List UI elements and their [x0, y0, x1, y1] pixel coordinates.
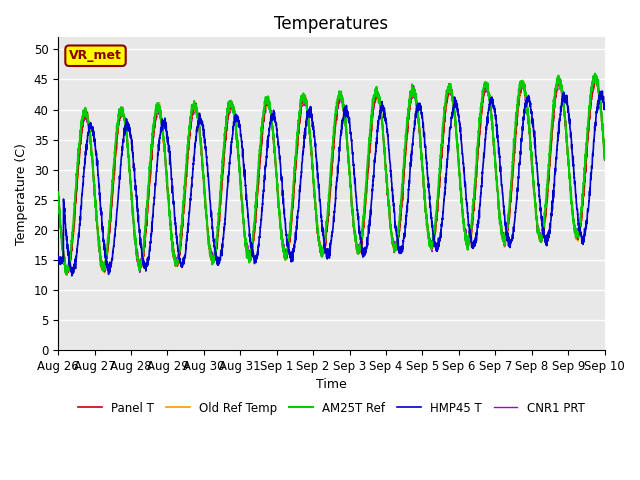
- HMP45 T: [293, 218, 301, 224]
- HMP45 T: [598, 88, 606, 94]
- Panel T: [124, 150, 132, 156]
- CNR1 PRT: [54, 188, 62, 193]
- HMP45 T: [601, 106, 609, 112]
- CNR1 PRT: [63, 271, 71, 276]
- HMP45 T: [124, 126, 132, 132]
- AM25T Ref: [63, 272, 70, 278]
- AM25T Ref: [298, 98, 305, 104]
- X-axis label: Time: Time: [316, 379, 347, 392]
- Old Ref Temp: [601, 154, 609, 160]
- Panel T: [593, 73, 600, 79]
- Old Ref Temp: [124, 148, 132, 154]
- CNR1 PRT: [406, 109, 413, 115]
- AM25T Ref: [293, 138, 301, 144]
- Panel T: [601, 155, 609, 161]
- Old Ref Temp: [293, 149, 301, 155]
- HMP45 T: [68, 273, 76, 279]
- Line: Panel T: Panel T: [58, 76, 605, 273]
- Y-axis label: Temperature (C): Temperature (C): [15, 143, 28, 245]
- Line: AM25T Ref: AM25T Ref: [58, 73, 605, 275]
- AM25T Ref: [591, 71, 598, 76]
- AM25T Ref: [54, 189, 62, 195]
- Old Ref Temp: [100, 270, 108, 276]
- AM25T Ref: [340, 108, 348, 114]
- Line: HMP45 T: HMP45 T: [58, 91, 605, 276]
- CNR1 PRT: [293, 148, 301, 154]
- Old Ref Temp: [429, 238, 437, 244]
- Panel T: [54, 190, 62, 196]
- HMP45 T: [340, 111, 348, 117]
- CNR1 PRT: [298, 102, 305, 108]
- Old Ref Temp: [54, 192, 62, 197]
- CNR1 PRT: [593, 74, 600, 80]
- Old Ref Temp: [298, 99, 305, 105]
- Text: VR_met: VR_met: [69, 49, 122, 62]
- Panel T: [62, 270, 70, 276]
- HMP45 T: [298, 165, 305, 171]
- Legend: Panel T, Old Ref Temp, AM25T Ref, HMP45 T, CNR1 PRT: Panel T, Old Ref Temp, AM25T Ref, HMP45 …: [74, 397, 589, 419]
- Old Ref Temp: [406, 107, 413, 113]
- HMP45 T: [429, 233, 437, 239]
- Panel T: [293, 150, 301, 156]
- AM25T Ref: [601, 156, 609, 162]
- Old Ref Temp: [593, 73, 600, 79]
- CNR1 PRT: [124, 149, 132, 155]
- Panel T: [406, 105, 413, 111]
- Old Ref Temp: [340, 106, 348, 112]
- Title: Temperatures: Temperatures: [275, 15, 388, 33]
- AM25T Ref: [429, 236, 437, 241]
- CNR1 PRT: [601, 157, 609, 163]
- Panel T: [429, 239, 437, 244]
- HMP45 T: [406, 180, 413, 186]
- Line: Old Ref Temp: Old Ref Temp: [58, 76, 605, 273]
- CNR1 PRT: [429, 234, 437, 240]
- AM25T Ref: [406, 98, 413, 104]
- AM25T Ref: [124, 151, 132, 156]
- Panel T: [298, 100, 305, 106]
- CNR1 PRT: [340, 106, 348, 112]
- Line: CNR1 PRT: CNR1 PRT: [58, 77, 605, 274]
- HMP45 T: [54, 254, 62, 260]
- Panel T: [340, 107, 348, 113]
